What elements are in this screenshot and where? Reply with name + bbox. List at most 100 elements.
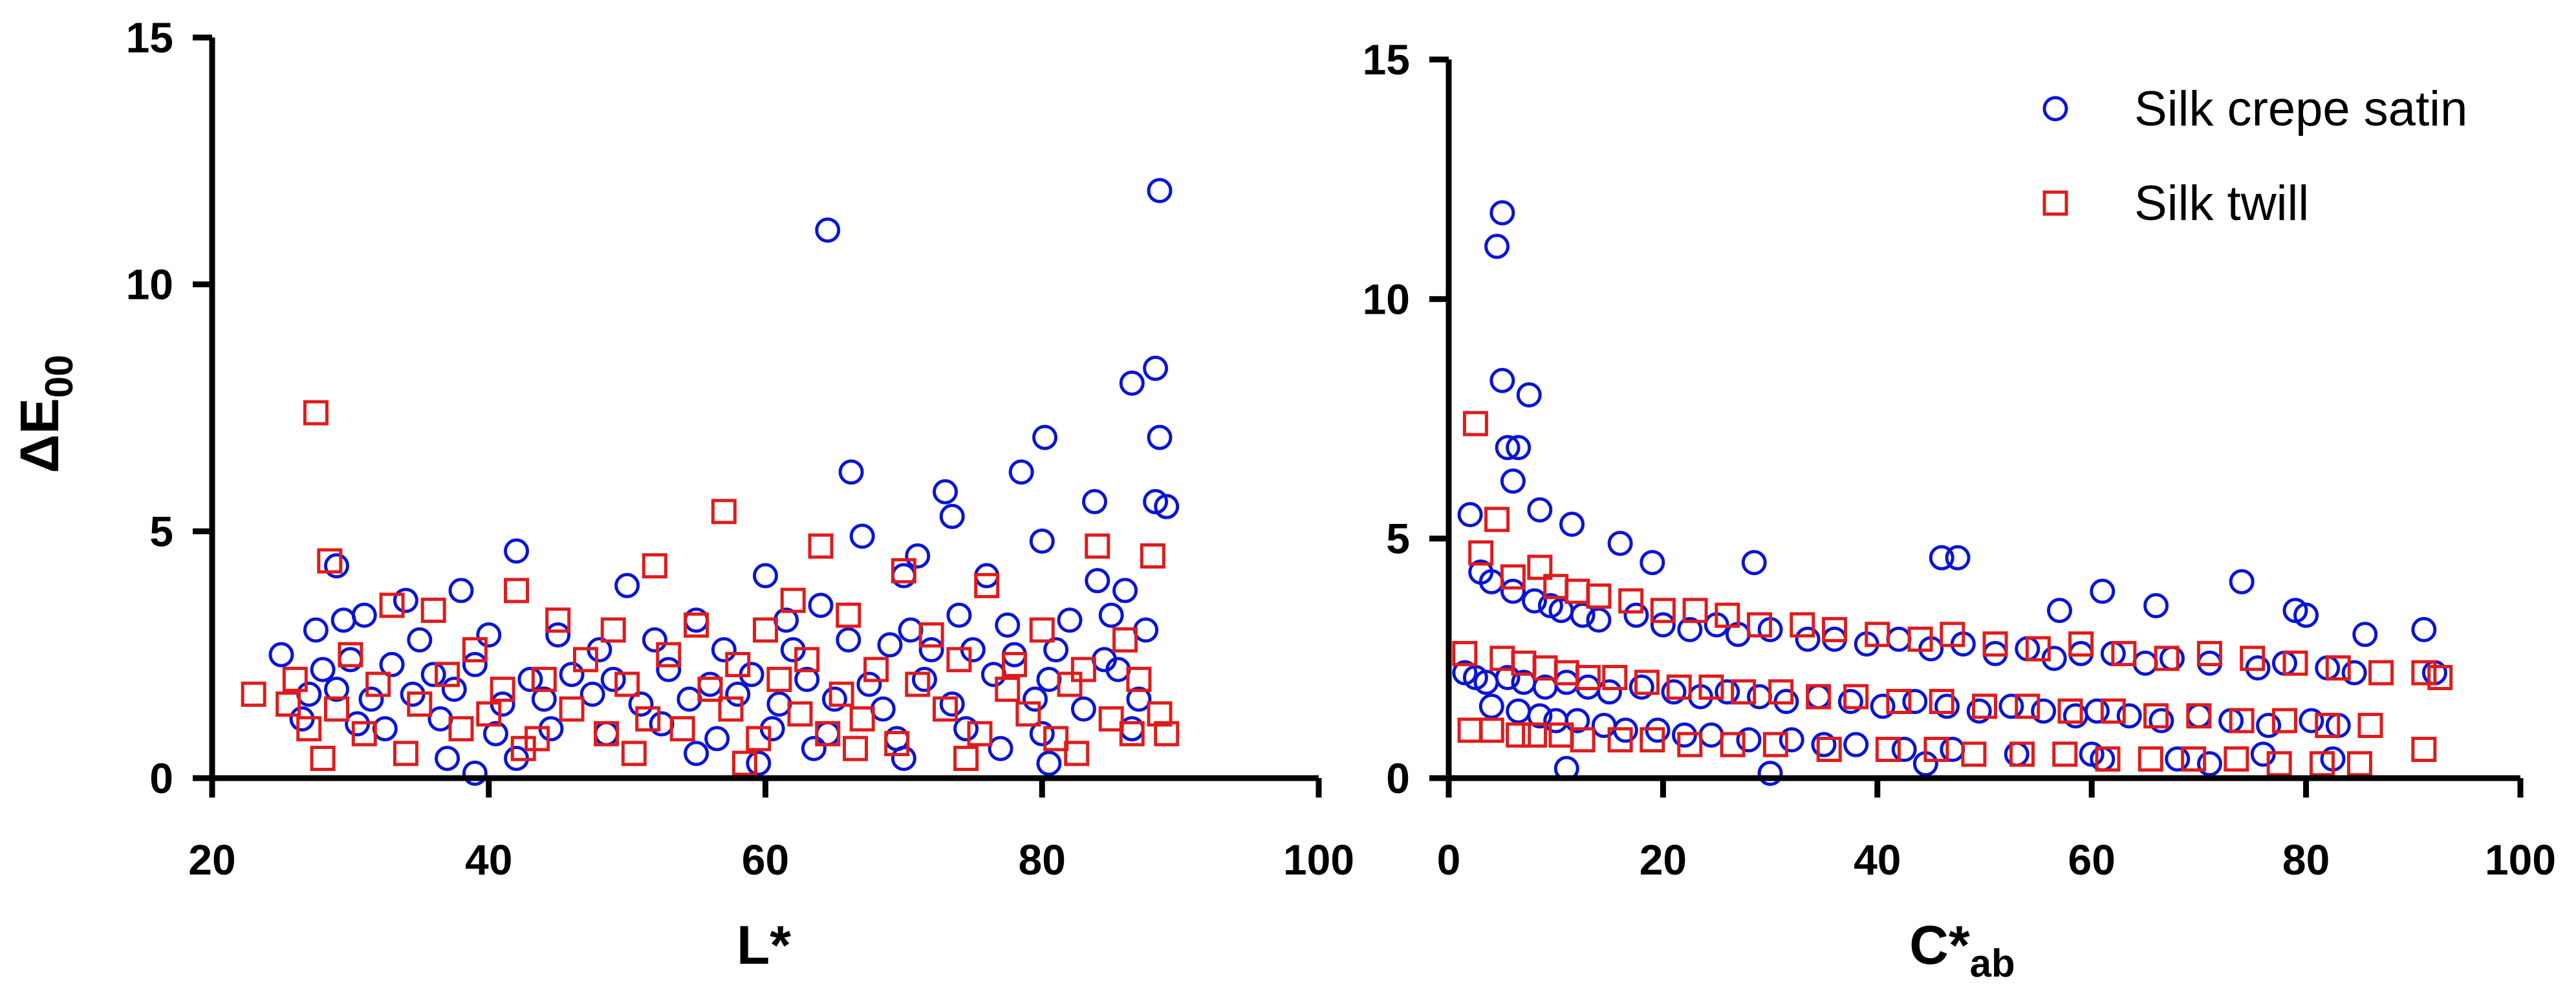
left-point-satin	[697, 671, 723, 697]
left-point-twill	[435, 662, 460, 688]
left-point-satin	[323, 553, 349, 579]
left-point-twill	[614, 671, 640, 697]
left-point-twill	[905, 671, 931, 697]
right-point-twill	[2025, 636, 2051, 662]
right-point-twill	[2143, 703, 2169, 729]
left-point-twill	[836, 602, 861, 628]
left-point-twill	[933, 696, 958, 722]
right-point-twill	[1527, 554, 1553, 580]
right-point-satin	[1495, 664, 1521, 690]
left-point-satin	[338, 647, 363, 673]
right-point-satin	[1500, 468, 1526, 494]
left-point-satin	[303, 617, 329, 643]
left-x-tick-label: 20	[188, 836, 235, 884]
left-point-twill	[718, 696, 744, 722]
left-point-twill	[731, 750, 757, 776]
left-point-satin	[642, 627, 667, 653]
left-point-twill	[891, 558, 916, 583]
right-point-satin	[1795, 626, 1821, 652]
left-point-twill	[572, 647, 598, 673]
right-point-satin	[1945, 545, 1971, 571]
left-point-twill	[594, 721, 620, 746]
right-point-satin	[1489, 367, 1515, 393]
left-point-satin	[1082, 489, 1108, 515]
right-point-twill	[2052, 741, 2078, 767]
left-point-satin	[1143, 355, 1169, 381]
left-point-satin	[407, 627, 433, 653]
right-point-satin	[1607, 530, 1633, 556]
right-point-satin	[2004, 741, 2029, 767]
right-point-twill	[2009, 741, 2035, 767]
left-point-twill	[828, 681, 854, 707]
left-point-satin	[372, 716, 398, 742]
left-point-satin	[794, 666, 820, 692]
right-point-twill	[1677, 732, 1703, 757]
left-point-twill	[697, 677, 723, 702]
left-point-twill	[531, 666, 557, 692]
right-point-twill	[1522, 722, 1548, 748]
right-point-satin	[2293, 602, 2319, 628]
right-point-twill	[1923, 737, 1949, 763]
right-point-satin	[1527, 497, 1553, 523]
right-point-satin	[1891, 737, 1917, 763]
left-point-satin	[476, 622, 502, 648]
left-point-satin	[849, 523, 875, 549]
right-point-satin	[1757, 761, 1783, 787]
left-point-satin	[358, 686, 384, 712]
left-point-satin	[808, 592, 834, 618]
right-point-twill	[1940, 622, 1965, 647]
right-point-satin	[1966, 698, 1992, 724]
right-y-tick-label: 5	[1386, 515, 1410, 563]
right-point-satin	[1527, 703, 1553, 729]
right-point-twill	[2095, 746, 2121, 772]
left-point-twill	[1112, 627, 1138, 653]
right-point-twill	[2224, 746, 2249, 772]
left-x-tick-label: 40	[465, 836, 512, 884]
right-point-twill	[2057, 698, 2083, 724]
left-point-satin	[725, 681, 751, 707]
right-point-satin	[2143, 592, 2169, 618]
right-x-ticks: 0 20 40 60 80 100	[1437, 778, 2556, 884]
right-point-twill	[2309, 751, 2335, 777]
left-point-satin	[953, 716, 979, 742]
left-point-satin	[649, 711, 675, 737]
right-point-twill	[1715, 602, 1740, 628]
right-point-twill	[1478, 717, 1504, 743]
right-point-satin	[1570, 602, 1596, 628]
right-point-twill	[2111, 640, 2137, 666]
left-point-satin	[545, 622, 571, 648]
left-point-satin	[753, 563, 778, 589]
left-point-satin	[1119, 716, 1145, 742]
left-x-tick-label: 100	[1283, 836, 1354, 884]
right-point-satin	[2116, 703, 2142, 729]
legend-circle-marker	[2042, 96, 2068, 122]
right-point-satin	[1940, 737, 1965, 763]
left-point-twill	[1154, 721, 1180, 746]
right-point-satin	[2196, 751, 2222, 777]
left-point-twill	[407, 691, 433, 717]
right-point-twill	[1907, 626, 1933, 652]
right-point-twill	[2068, 631, 2094, 657]
left-point-satin	[504, 538, 530, 564]
right-point-twill	[2100, 698, 2126, 724]
left-point-satin	[746, 750, 772, 776]
left-point-satin	[448, 578, 474, 603]
right-point-twill	[1865, 622, 1890, 647]
left-point-twill	[863, 657, 889, 682]
left-point-satin	[836, 627, 861, 653]
left-point-satin	[676, 686, 702, 712]
right-point-satin	[1489, 200, 1515, 226]
left-point-satin	[939, 503, 965, 529]
left-y-tick-label: 15	[126, 14, 173, 61]
right-x-tick-label: 80	[2282, 836, 2330, 884]
left-point-satin	[441, 677, 467, 702]
right-point-satin	[1779, 727, 1804, 753]
left-point-twill	[1098, 706, 1124, 732]
left-point-satin	[1029, 528, 1055, 554]
left-point-twill	[946, 647, 972, 673]
left-point-twill	[276, 691, 301, 717]
right-point-twill	[1607, 727, 1633, 753]
right-point-twill	[2181, 746, 2207, 772]
left-point-twill	[780, 587, 806, 613]
right-point-twill	[1634, 669, 1660, 695]
